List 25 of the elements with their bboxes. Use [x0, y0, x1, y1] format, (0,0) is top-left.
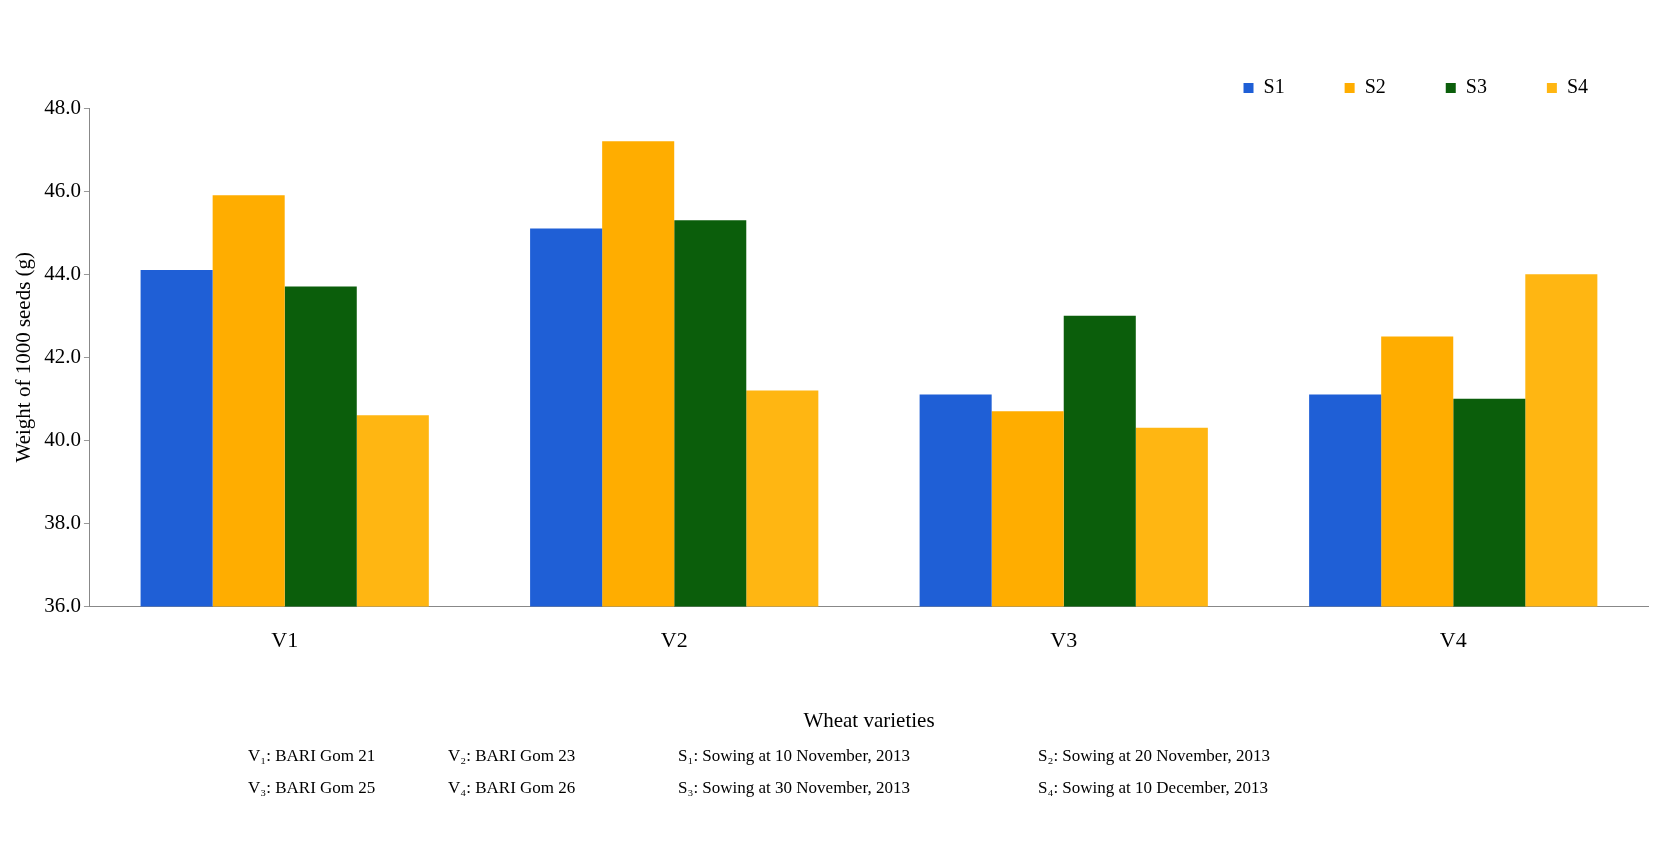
y-tick-label: 46.0 [44, 177, 81, 202]
text: S₂: Sowing at 20 November, 2013 [1038, 746, 1271, 766]
x-axis-title: Wheat varieties [803, 707, 935, 732]
y-tick-label: 40.0 [44, 426, 81, 451]
y-tick-label: 48.0 [44, 94, 81, 119]
text: V₁: BARI Gom 21 [248, 746, 377, 766]
legend-label: S3 [1465, 75, 1487, 98]
text: V₄: BARI Gom 26 [448, 778, 577, 798]
y-tick-label: 42.0 [44, 343, 81, 368]
x-tick-label: V1 [271, 627, 299, 653]
legend-label: S2 [1364, 75, 1386, 98]
text: S₁: Sowing at 10 November, 2013 [678, 746, 911, 766]
text: S₄: Sowing at 10 December, 2013 [1038, 778, 1269, 798]
y-tick-label: 44.0 [44, 260, 81, 285]
text: S₃: Sowing at 30 November, 2013 [678, 778, 911, 798]
y-axis-title: Weight of 1000 seeds (g) [11, 251, 36, 463]
x-tick-label: V4 [1439, 627, 1467, 653]
y-tick-label: 38.0 [44, 509, 81, 534]
legend-label: S4 [1566, 75, 1588, 98]
text: V₃: BARI Gom 25 [248, 778, 377, 798]
text: V₂: BARI Gom 23 [448, 746, 577, 766]
x-tick-label: V3 [1050, 627, 1078, 653]
x-tick-label: V2 [660, 627, 688, 653]
legend-label: S1 [1263, 75, 1285, 98]
y-tick-label: 36.0 [44, 592, 81, 617]
